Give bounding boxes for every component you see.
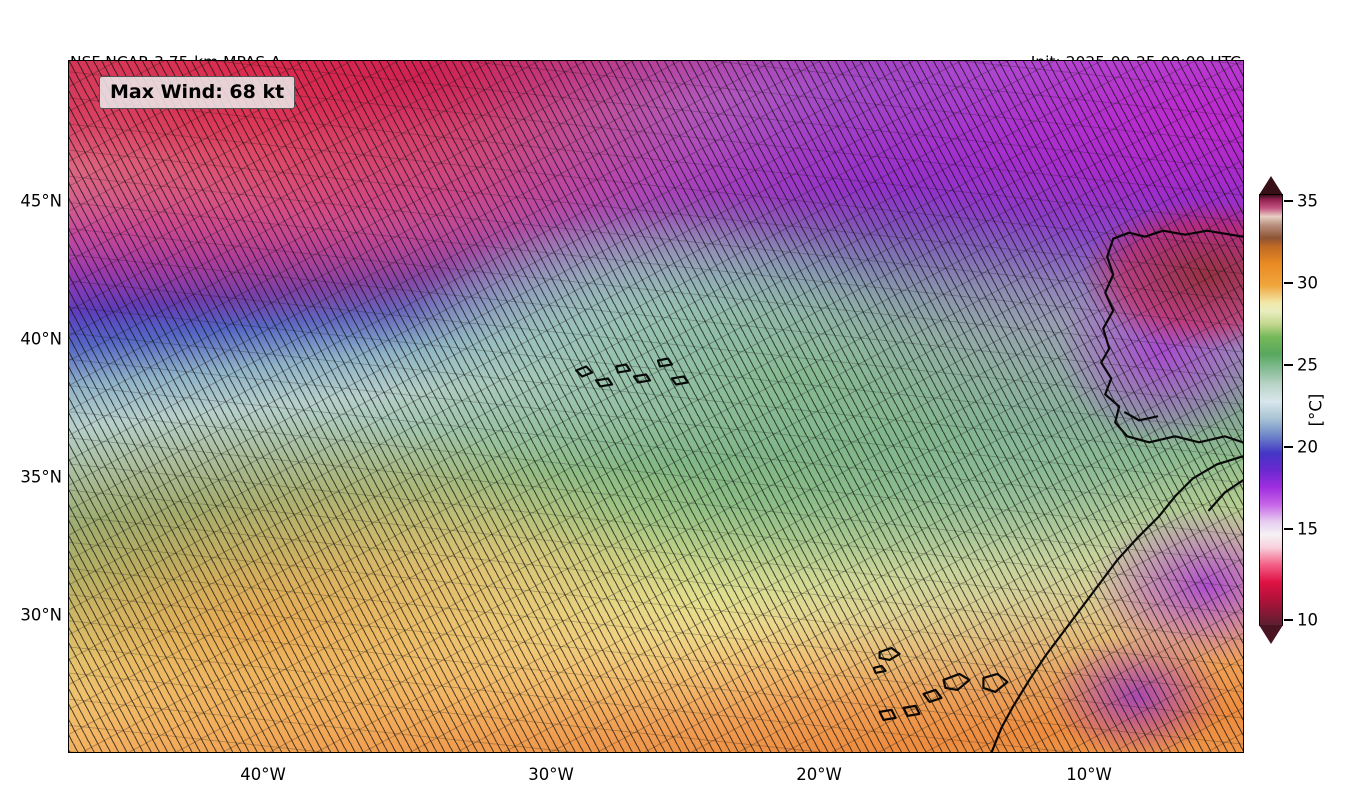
colorbar-extend-max-arrow (1259, 176, 1283, 195)
map-canvas: Max Wind: 68 kt (69, 61, 1243, 752)
xtick-label-10W: 10°W (1066, 765, 1112, 784)
max-wind-annotation: Max Wind: 68 kt (99, 76, 296, 109)
ytick-label-30N: 30°N (20, 605, 62, 625)
colorbar-tick-35 (1284, 200, 1293, 202)
colorbar-label-20: 20 (1297, 437, 1318, 457)
ytick-label-45N: 45°N (20, 191, 62, 211)
colorbar-label-35: 35 (1297, 191, 1318, 211)
ytick-label-35N: 35°N (20, 467, 62, 487)
colorbar-label-10: 10 (1297, 610, 1318, 630)
colorbar-tick-10 (1284, 619, 1293, 621)
colorbar-tick-20 (1284, 446, 1293, 448)
colorbar-extend-min-arrow (1259, 625, 1283, 644)
wind-barb-overlay (69, 61, 1243, 752)
xtick-label-30W: 30°W (528, 765, 574, 784)
colorbar[interactable]: 35 30 25 20 15 10 (1259, 176, 1318, 644)
colorbar-label-15: 15 (1297, 519, 1318, 539)
wind-barb-overlay-secondary (69, 61, 1243, 752)
colorbar-tick-30 (1284, 282, 1293, 284)
xtick-label-20W: 20°W (796, 765, 842, 784)
colorbar-tick-25 (1284, 364, 1293, 366)
xtick-label-40W: 40°W (240, 765, 286, 784)
map-axes[interactable]: Max Wind: 68 kt (68, 60, 1244, 753)
colorbar-label-30: 30 (1297, 273, 1318, 293)
colorbar-gradient (1259, 194, 1283, 626)
colorbar-label-25: 25 (1297, 355, 1318, 375)
ytick-label-40N: 40°N (20, 329, 62, 349)
colorbar-axis-title: [°C] (1306, 393, 1326, 427)
colorbar-tick-15 (1284, 528, 1293, 530)
